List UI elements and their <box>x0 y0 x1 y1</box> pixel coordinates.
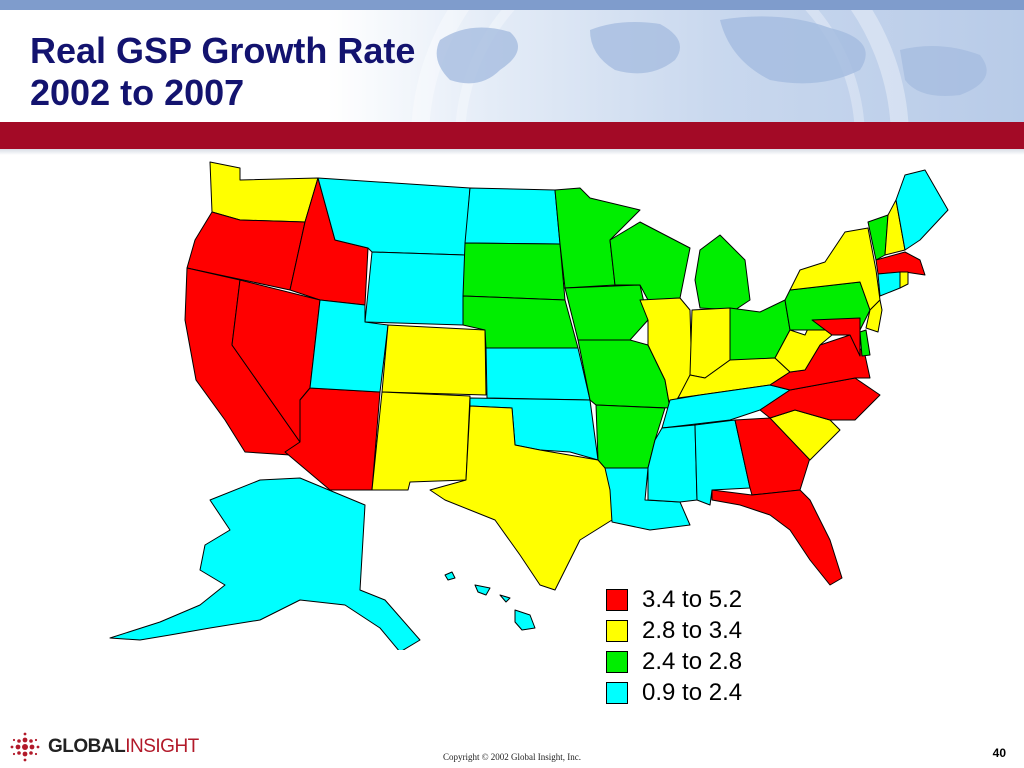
copyright-notice: Copyright © 2002 Global Insight, Inc. <box>442 752 582 762</box>
legend-item: 3.4 to 5.2 <box>606 584 742 615</box>
legend-label: 2.4 to 2.8 <box>642 647 743 675</box>
state-MD <box>811 317 861 357</box>
slide-number: 40 <box>992 746 1006 760</box>
legend-label: 0.9 to 2.4 <box>642 678 743 706</box>
title-line-1: Real GSP Growth Rate <box>30 30 416 71</box>
state-LA <box>604 467 691 531</box>
title-line-2: 2002 to 2007 <box>30 72 245 113</box>
state-CT <box>877 271 901 297</box>
legend-label: 3.4 to 5.2 <box>642 585 743 613</box>
state-TX <box>429 405 613 591</box>
logo-wordmark: GLOBALINSIGHT <box>48 736 199 758</box>
state-MI <box>694 234 751 311</box>
globe-dots-icon <box>10 732 40 762</box>
us-gsp-growth-map <box>109 161 949 650</box>
global-insight-logo: GLOBALINSIGHT <box>8 732 199 762</box>
state-AK <box>109 477 421 650</box>
map-legend: 3.4 to 5.2 2.8 to 3.4 2.4 to 2.8 0.9 to … <box>606 584 742 708</box>
state-SD <box>462 242 566 301</box>
logo-brand-b: INSIGHT <box>125 736 199 757</box>
state-IA <box>564 284 649 341</box>
state-HI <box>444 571 536 631</box>
state-WY <box>364 251 466 326</box>
state-ND <box>464 187 561 245</box>
state-DE <box>859 329 871 357</box>
world-map-watermark <box>411 10 987 122</box>
logo-brand-a: GLOBAL <box>48 736 126 757</box>
state-WA <box>209 161 319 223</box>
state-RI <box>899 271 909 289</box>
legend-item: 2.8 to 3.4 <box>606 615 742 646</box>
legend-label: 2.8 to 3.4 <box>642 616 743 644</box>
page-title: Real GSP Growth Rate 2002 to 2007 <box>30 30 415 114</box>
legend-swatch <box>606 681 628 704</box>
state-FL <box>711 489 843 586</box>
title-divider-bar <box>0 122 1024 149</box>
state-CO <box>381 324 487 396</box>
state-ME <box>895 169 949 251</box>
legend-swatch <box>606 588 628 611</box>
header-background <box>0 10 1024 122</box>
state-AZ <box>284 387 381 491</box>
legend-swatch <box>606 650 628 673</box>
state-NY <box>789 227 881 311</box>
top-strip <box>0 0 1024 10</box>
state-KS <box>485 347 591 401</box>
legend-item: 0.9 to 2.4 <box>606 677 742 708</box>
legend-item: 2.4 to 2.8 <box>606 646 742 677</box>
legend-swatch <box>606 619 628 642</box>
divider-shadow <box>0 149 1024 155</box>
state-NM <box>371 391 471 491</box>
state-NJ <box>865 299 883 333</box>
